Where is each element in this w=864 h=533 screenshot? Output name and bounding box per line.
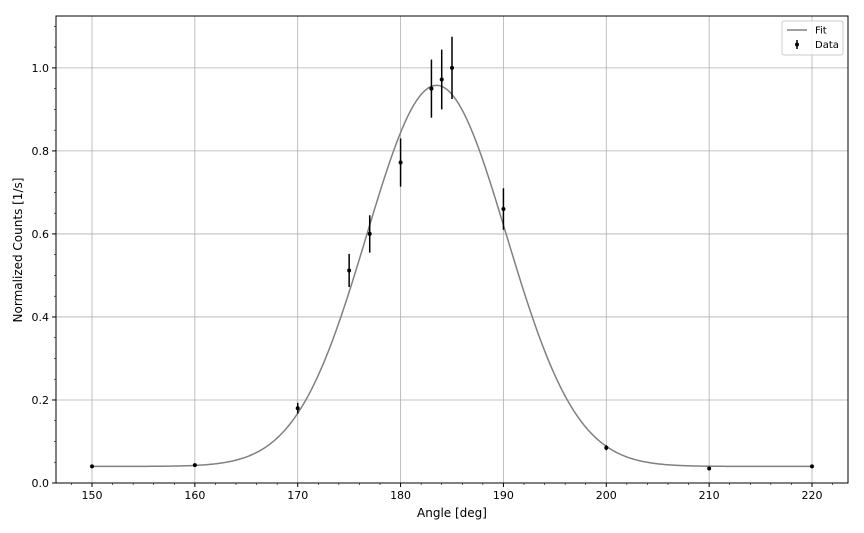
data-point	[604, 445, 609, 450]
x-tick-label: 200	[596, 489, 617, 502]
data-point	[295, 406, 300, 411]
data-point	[429, 86, 434, 91]
x-tick-label: 190	[493, 489, 514, 502]
legend-data-swatch-marker	[795, 42, 799, 47]
data-point	[398, 160, 403, 165]
y-tick-label: 0.2	[32, 394, 50, 407]
data-layer	[90, 36, 814, 471]
data-point	[192, 463, 197, 468]
y-axis-label: Normalized Counts [1/s]	[11, 178, 25, 323]
y-tick-label: 1.0	[32, 62, 50, 75]
y-tick-label: 0.8	[32, 145, 50, 158]
legend: Fit Data	[781, 20, 844, 56]
data-point	[439, 77, 444, 82]
y-tick-label: 0.6	[32, 228, 50, 241]
x-tick-label: 180	[390, 489, 411, 502]
legend-data-label: Data	[815, 40, 839, 51]
data-point	[810, 464, 814, 469]
x-axis-label: Angle [deg]	[417, 506, 487, 520]
y-tick-label: 0.0	[32, 477, 50, 490]
ticks: 150 160 170 180 190 200 210 220 0.0 0.2 0.4 0.6 0.8 1…	[32, 26, 833, 502]
x-tick-label: 220	[802, 489, 823, 502]
x-tick-label: 170	[287, 489, 308, 502]
data-point	[707, 466, 712, 471]
x-tick-label: 150	[82, 489, 103, 502]
x-tick-label: 160	[184, 489, 205, 502]
data-point	[501, 207, 506, 212]
x-tick-label: 210	[699, 489, 720, 502]
legend-fit-label: Fit	[815, 26, 827, 37]
data-point	[90, 464, 94, 469]
data-point	[367, 231, 372, 236]
data-point	[347, 268, 352, 273]
plot-frame	[55, 15, 849, 484]
y-tick-label: 0.4	[32, 311, 50, 324]
data-point	[450, 65, 454, 70]
